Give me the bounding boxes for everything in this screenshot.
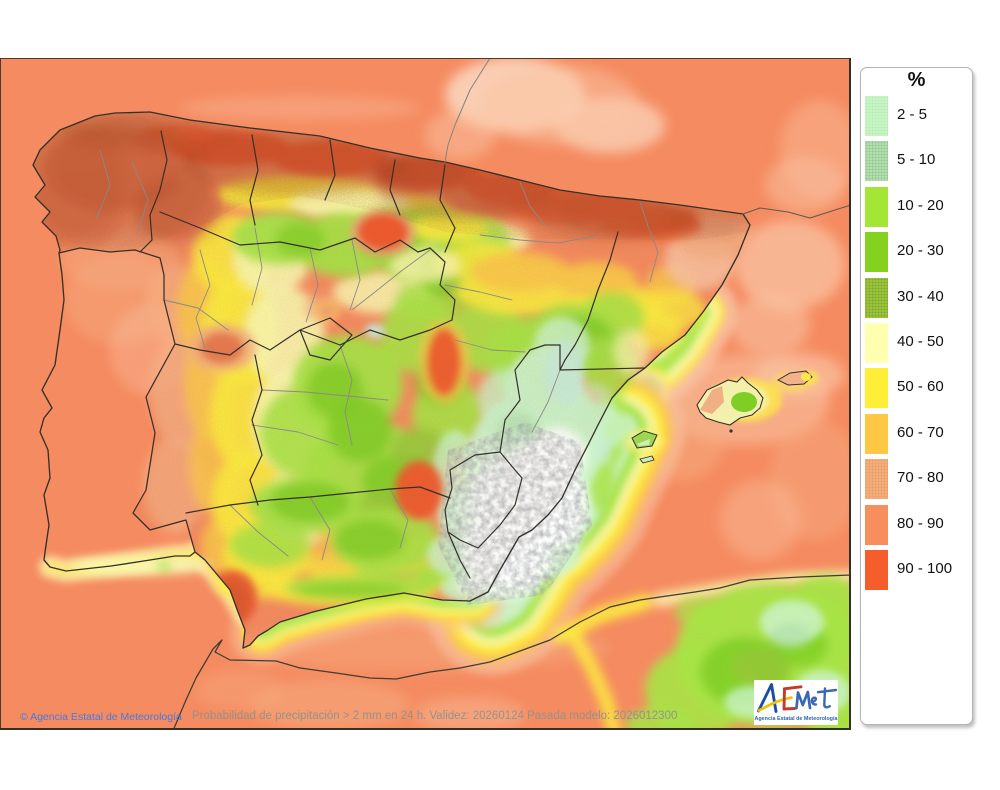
svg-text:Agencia Estatal de Meteorologí: Agencia Estatal de Meteorología xyxy=(755,716,838,722)
